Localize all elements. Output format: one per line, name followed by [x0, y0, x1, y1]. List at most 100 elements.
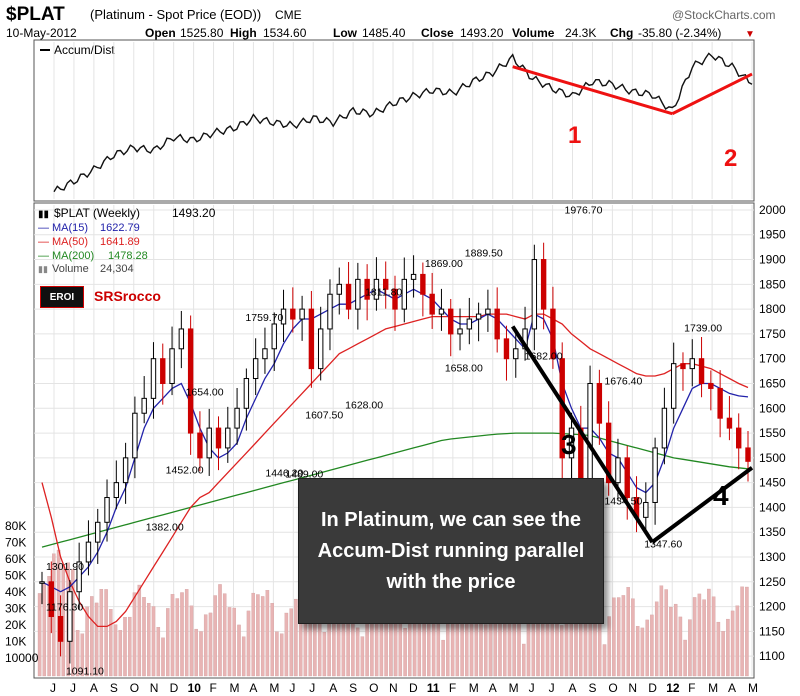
- x-tick-label: M: [469, 681, 479, 695]
- volume-bar: [147, 603, 151, 677]
- close-value: 1493.20: [460, 26, 504, 40]
- volume-bar: [317, 623, 322, 677]
- volume-tick-label: 30K: [5, 602, 26, 616]
- x-tick-label: F: [210, 681, 217, 695]
- volume-bar: [123, 617, 127, 677]
- price-label: 1628.00: [345, 399, 383, 411]
- volume-bar: [85, 606, 89, 677]
- volume-bar: [156, 627, 161, 677]
- y-tick-label: 1950: [759, 228, 786, 242]
- volume-bar: [208, 612, 213, 677]
- legend-ma15-swatch: —: [38, 222, 49, 234]
- price-label: 1301.90: [46, 561, 84, 573]
- candle-body: [448, 308, 454, 335]
- volume-bar: [398, 622, 403, 677]
- candle-body: [624, 457, 630, 499]
- x-tick-label: N: [628, 681, 637, 695]
- candle-body: [141, 397, 147, 414]
- low-value: 1485.40: [362, 26, 406, 40]
- volume-bar: [669, 606, 673, 677]
- exchange-label: CME: [275, 8, 302, 22]
- candle-body: [745, 447, 751, 462]
- volume-bar: [42, 583, 47, 677]
- candle-body: [364, 278, 370, 300]
- volume-bar: [355, 627, 360, 677]
- volume-bar: [716, 621, 721, 677]
- y-tick-label: 1400: [759, 500, 786, 514]
- candle-body: [178, 328, 185, 350]
- volume-bar: [522, 643, 526, 677]
- annotation-4: 4: [713, 480, 729, 511]
- volume-bar: [635, 626, 640, 677]
- volume-bar: [104, 589, 108, 677]
- volume-tick-label: 10K: [5, 635, 26, 649]
- volume-bar: [602, 644, 607, 677]
- chg-label: Chg: [610, 26, 633, 40]
- volume-bar: [241, 636, 246, 677]
- trendline-4: [651, 466, 754, 544]
- volume-bar: [256, 594, 260, 677]
- volume-bar: [265, 590, 270, 677]
- volume-bar: [161, 637, 165, 677]
- y-tick-label: 1550: [759, 426, 786, 440]
- symbol-title: $PLAT: [6, 4, 65, 25]
- candle-body: [76, 561, 82, 593]
- volume-bar: [279, 633, 284, 677]
- candle-body: [485, 308, 491, 315]
- trendline-2: [671, 72, 753, 116]
- y-tick-label: 1250: [759, 575, 786, 589]
- price-label: 1889.50: [465, 248, 503, 260]
- legend-volume-label: Volume: [52, 263, 89, 275]
- candle-body: [615, 457, 621, 484]
- price-label: 1176.30: [46, 601, 83, 613]
- candle-body: [652, 447, 658, 503]
- volume-bar: [275, 631, 279, 677]
- x-tick-label: D: [648, 681, 657, 695]
- price-label: 1452.00: [166, 465, 204, 477]
- volume-bar: [436, 623, 441, 677]
- volume-bar: [555, 621, 559, 677]
- candle-body: [206, 427, 212, 459]
- candle-body: [132, 412, 138, 459]
- candle-body: [689, 358, 695, 370]
- candle-body: [457, 328, 463, 335]
- y-tick-label: 1300: [759, 550, 786, 564]
- volume-bar: [260, 596, 265, 677]
- low-label: Low: [333, 26, 358, 40]
- x-tick-label: S: [588, 681, 596, 695]
- volume-bar: [597, 618, 602, 677]
- candle-body: [392, 288, 398, 310]
- x-axis: J J A S O N D 10 F M A M J J A S O N D 11 F M A M J J A S O N D 12 F M A M: [50, 681, 758, 695]
- price-label: 1759.70: [245, 312, 283, 324]
- volume-bar: [726, 618, 730, 677]
- x-tick-label: A: [569, 681, 577, 695]
- price-label: 1658.00: [445, 363, 483, 375]
- candle-body: [550, 308, 556, 360]
- candle-body: [215, 427, 222, 449]
- annotation-1: 1: [568, 122, 581, 149]
- price-label: 1607.50: [305, 410, 343, 422]
- candle-body: [513, 348, 519, 360]
- volume-bar: [199, 631, 203, 677]
- x-tick-label: A: [249, 681, 257, 695]
- volume-bar: [612, 597, 616, 677]
- volume-bar: [294, 598, 298, 677]
- candle-body: [680, 363, 686, 370]
- volume-bar: [474, 617, 479, 677]
- price-label: 1869.00: [425, 258, 463, 270]
- volume-bar: [232, 607, 236, 677]
- y-tick-label: 1200: [759, 600, 786, 614]
- volume-bar: [237, 624, 241, 677]
- candle-body: [345, 283, 352, 310]
- x-tick-label: J: [529, 681, 535, 695]
- x-tick-label: M: [269, 681, 279, 695]
- volume-bar: [227, 607, 232, 677]
- volume-bar: [645, 619, 649, 677]
- y-tick-label: 1600: [759, 401, 786, 415]
- candle-body: [708, 382, 714, 389]
- y-tick-label: 1800: [759, 302, 786, 316]
- price-y-axis: 2000 1950 1900 1850 1800 1750 1700 1650 1600 1550…: [759, 203, 786, 663]
- volume-bar: [745, 586, 749, 677]
- candle-body: [670, 363, 677, 409]
- legend-ma200-value: 1478.28: [108, 250, 148, 262]
